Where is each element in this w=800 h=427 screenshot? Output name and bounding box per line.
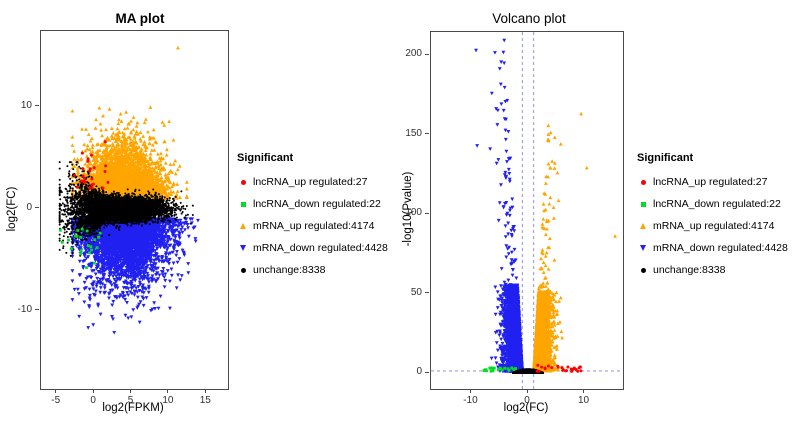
x-tick-mark <box>583 389 585 393</box>
legend-item-label: mRNA_up regulated:4174 <box>253 220 375 232</box>
circle-icon <box>237 179 249 185</box>
x-tick-mark <box>55 389 57 393</box>
volcano-plot-canvas <box>431 32 623 389</box>
y-tick-mark <box>425 371 429 373</box>
y-tick-label: 50 <box>410 286 422 298</box>
y-tick-label: 150 <box>405 127 422 139</box>
circle-icon <box>637 267 649 273</box>
circle-icon <box>237 267 249 273</box>
legend-item-label: unchange:8338 <box>253 264 326 276</box>
y-tick-label: 100 <box>405 207 422 219</box>
y-tick-label: 200 <box>405 48 422 60</box>
y-tick-mark <box>425 133 429 135</box>
ma-legend-title: Significant <box>237 152 294 164</box>
volcano-plot-area <box>430 31 624 390</box>
y-tick-mark <box>425 212 429 214</box>
square-icon <box>637 201 649 207</box>
legend-item: unchange:8338 <box>637 259 800 281</box>
legend-item: lncRNA_down regulated:22 <box>637 193 800 215</box>
legend-item-label: mRNA_down regulated:4428 <box>653 242 788 254</box>
volcano-plot-title: Volcano plot <box>492 11 566 26</box>
ma-legend: Significant lncRNA_up regulated:27 lncRNA… <box>237 152 405 281</box>
y-tick-label: 0 <box>26 201 32 213</box>
y-tick-label: -10 <box>17 303 32 315</box>
x-tick-label: 0 <box>90 395 96 406</box>
volcano-legend: Significant lncRNA_up regulated:27 lncRNA… <box>637 152 800 281</box>
legend-item: mRNA_up regulated:4174 <box>637 215 800 237</box>
x-tick-mark <box>526 389 528 393</box>
legend-item-label: lncRNA_up regulated:27 <box>253 176 368 188</box>
triangle-up-icon <box>637 223 649 229</box>
legend-item-label: lncRNA_down regulated:22 <box>253 198 381 210</box>
y-tick-mark <box>425 292 429 294</box>
x-tick-label: 5 <box>127 395 134 406</box>
ma-plot-canvas <box>41 31 228 389</box>
x-tick-label: 0 <box>524 395 530 406</box>
volcano-x-axis-label: log2(FC) <box>503 402 549 414</box>
legend-item-label: unchange:8338 <box>653 264 726 276</box>
y-tick-mark <box>35 105 39 107</box>
legend-item: lncRNA_up regulated:27 <box>637 171 800 193</box>
circle-icon <box>637 179 649 185</box>
x-tick-mark <box>92 389 94 393</box>
square-icon <box>237 201 249 207</box>
x-tick-mark <box>167 389 169 393</box>
triangle-down-icon <box>237 245 249 251</box>
legend-item: unchange:8338 <box>237 259 405 281</box>
x-tick-label: 10 <box>162 395 174 406</box>
legend-item-label: mRNA_up regulated:4174 <box>653 220 775 232</box>
triangle-up-icon <box>237 223 249 229</box>
y-tick-label: 0 <box>416 366 422 377</box>
volcano-legend-title: Significant <box>637 152 694 164</box>
legend-item-label: lncRNA_down regulated:22 <box>653 198 781 210</box>
x-tick-mark <box>130 389 131 393</box>
triangle-down-icon <box>637 245 649 251</box>
x-tick-label: -5 <box>51 395 61 406</box>
x-tick-label: 10 <box>577 395 590 406</box>
legend-item: mRNA_down regulated:4428 <box>637 237 800 259</box>
legend-item: mRNA_down regulated:4428 <box>237 237 405 259</box>
ma-plot-title: MA plot <box>115 11 165 26</box>
legend-item: mRNA_up regulated:4174 <box>237 215 405 237</box>
x-tick-label: 15 <box>199 395 211 406</box>
y-tick-label: 10 <box>20 99 32 111</box>
legend-item: lncRNA_down regulated:22 <box>237 193 405 215</box>
y-tick-mark <box>35 207 39 209</box>
x-tick-mark <box>204 389 206 393</box>
y-tick-mark <box>425 53 429 55</box>
legend-item-label: lncRNA_up regulated:27 <box>653 176 768 188</box>
legend-item: lncRNA_up regulated:27 <box>237 171 405 193</box>
y-tick-mark <box>35 309 39 311</box>
legend-item-label: mRNA_down regulated:4428 <box>253 242 388 254</box>
ma-x-axis-label: log2(FPKM) <box>102 402 164 414</box>
x-tick-mark <box>470 389 471 393</box>
x-tick-label: -10 <box>463 395 478 406</box>
ma-plot-area <box>40 30 229 390</box>
